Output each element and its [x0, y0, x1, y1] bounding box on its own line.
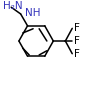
Text: F: F: [74, 49, 79, 59]
Text: F: F: [74, 36, 79, 46]
Text: F: F: [74, 23, 79, 33]
Text: H₂N: H₂N: [3, 1, 23, 11]
Text: NH: NH: [25, 8, 40, 18]
